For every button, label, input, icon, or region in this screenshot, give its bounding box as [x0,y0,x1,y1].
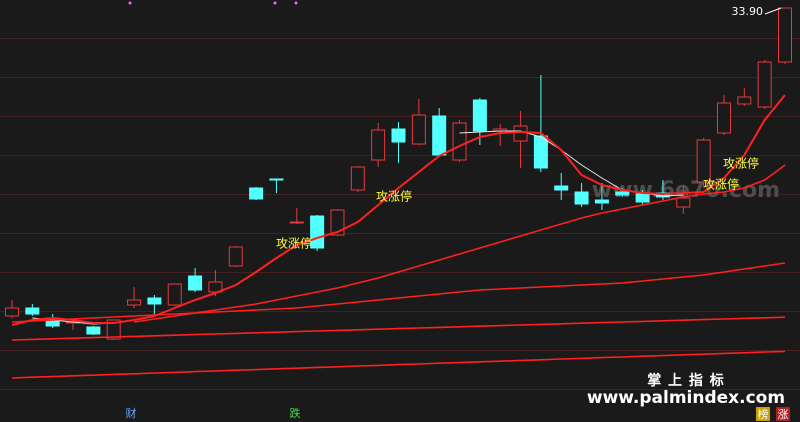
candle-body [676,197,691,208]
candle-body [25,307,40,315]
footer-badge [756,407,770,421]
candle-body [228,246,243,267]
candle-body [778,7,792,63]
candle-body [615,191,630,196]
candle-body [106,319,121,340]
brand-url: www.palmindex.com [587,388,785,408]
footer-label: 涨 [778,408,789,421]
candle-body [696,139,711,183]
annotation: 攻涨停 [276,236,312,251]
candle-body [594,199,609,204]
candle-body [188,275,203,291]
ma-line [11,350,786,379]
ma-line [133,164,786,323]
footer-label: 榜 [758,407,769,421]
candle-body [350,166,365,191]
candle-body [391,128,406,143]
candle-body [330,209,345,236]
dot [128,1,132,5]
annotation: 攻涨停 [703,177,739,192]
candle-body [289,221,304,224]
max-arrow [764,7,782,15]
candle-body [716,102,731,134]
candle-body [310,215,325,249]
ma-line [11,94,786,326]
ma-line [11,316,786,341]
candle-body [147,297,162,305]
ma-line [32,130,684,325]
candle-body [86,326,101,335]
brand: 掌 上 指 标 [647,372,725,389]
candle-body [127,299,142,306]
footer-label: 跌 [290,406,301,420]
candle-body [554,185,569,191]
candle-body [635,193,650,203]
candle-body [452,122,467,161]
candle-body [513,125,528,142]
annotation: 攻涨停 [376,189,412,204]
candle-body [411,114,426,145]
candle-body [533,135,548,169]
annotation: 攻涨停 [723,156,759,171]
dot [294,1,298,5]
candle-body [371,129,386,161]
candle-body [472,99,487,132]
candle-body [757,61,772,108]
candle-body [737,96,752,105]
candle-body [249,187,264,200]
candle-body [269,178,284,181]
candle-body [574,191,589,205]
footer-label: 财 [126,406,137,420]
footer-badge [776,407,790,421]
ma-line [11,262,786,323]
candle-body [167,283,182,306]
candle-body [5,307,19,317]
marks: 33.90 [5,5,792,379]
max-label: 33.90 [732,5,764,18]
dot [273,1,277,5]
candle-body [432,115,447,156]
